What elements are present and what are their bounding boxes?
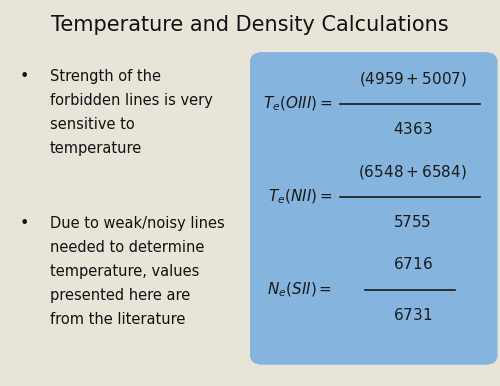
Text: temperature, values: temperature, values xyxy=(50,264,200,279)
Text: temperature: temperature xyxy=(50,141,142,156)
Text: presented here are: presented here are xyxy=(50,288,190,303)
Text: needed to determine: needed to determine xyxy=(50,240,204,255)
Text: Due to weak/noisy lines: Due to weak/noisy lines xyxy=(50,216,225,231)
Text: Temperature and Density Calculations: Temperature and Density Calculations xyxy=(51,15,449,36)
Text: $4363$: $4363$ xyxy=(392,121,432,137)
Text: $6716$: $6716$ xyxy=(392,256,432,273)
Text: $T_e(OIII) =$: $T_e(OIII) =$ xyxy=(262,95,332,113)
Text: $6731$: $6731$ xyxy=(393,306,432,323)
Text: $5755$: $5755$ xyxy=(394,214,432,230)
Text: forbidden lines is very: forbidden lines is very xyxy=(50,93,213,108)
Text: from the literature: from the literature xyxy=(50,312,186,327)
Text: •: • xyxy=(20,69,30,85)
Text: $(6548 + 6584)$: $(6548 + 6584)$ xyxy=(358,163,467,181)
Text: •: • xyxy=(20,216,30,231)
Text: $T_e(NII) =$: $T_e(NII) =$ xyxy=(268,188,332,206)
FancyBboxPatch shape xyxy=(250,52,498,365)
Text: $(4959 +5007)$: $(4959 +5007)$ xyxy=(358,70,467,88)
Text: $N_e(SII) =$: $N_e(SII) =$ xyxy=(268,280,332,299)
Text: sensitive to: sensitive to xyxy=(50,117,135,132)
Text: Strength of the: Strength of the xyxy=(50,69,161,85)
